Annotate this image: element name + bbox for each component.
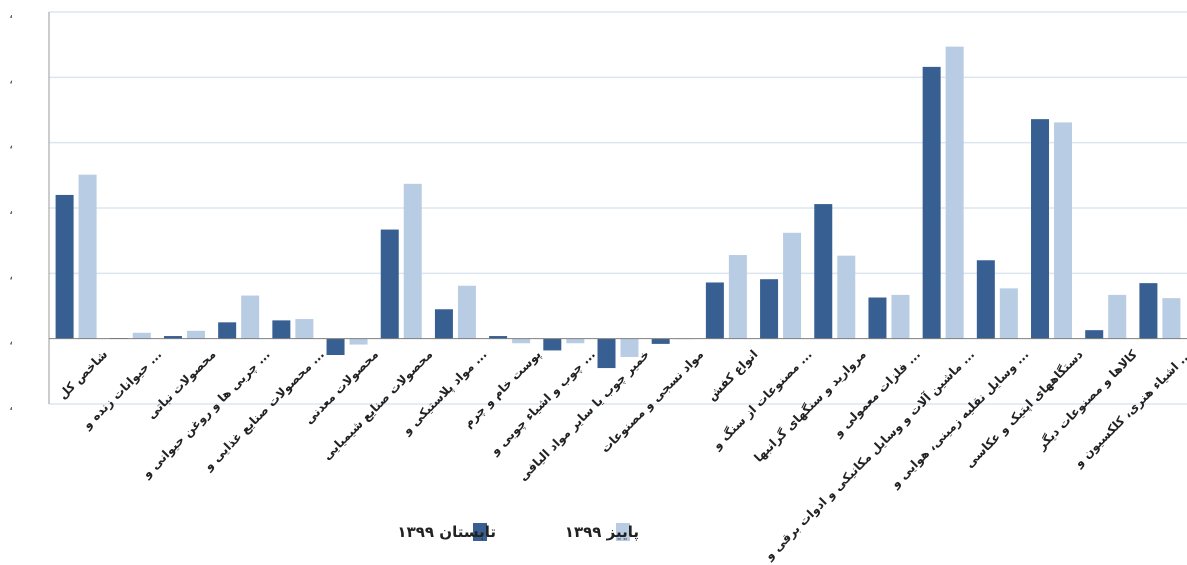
bar-summer-15 [868, 297, 887, 339]
bar-autumn-14 [837, 255, 856, 339]
bar-summer-19 [1085, 330, 1104, 339]
bar-autumn-6 [403, 183, 422, 339]
bar-autumn-3 [241, 295, 260, 339]
category-label: ماشین آلات و وسایل مکانیکی و ادوات برقی … [761, 347, 978, 564]
y-tick-label: ، [9, 72, 13, 86]
bar-summer-4 [272, 320, 291, 339]
bar-autumn-7 [457, 285, 476, 339]
bar-summer-3 [218, 322, 237, 339]
bar-summer-18 [1031, 119, 1050, 339]
bar-summer-12 [705, 282, 724, 339]
bar-autumn-8 [512, 338, 531, 344]
bar-autumn-17 [999, 288, 1018, 339]
bar-summer-9 [543, 338, 562, 351]
grid-lines [49, 11, 1187, 405]
y-tick-label: ، [9, 268, 13, 282]
bar-summer-2 [163, 336, 182, 339]
bar-autumn-2 [186, 330, 205, 339]
y-tick-labels: ، ، ، ، ، ، ، [9, 7, 13, 413]
category-label: چوب و اشیاء چوبی و ... [487, 347, 599, 459]
bar-autumn-18 [1054, 122, 1073, 339]
legend: تابستان ۱۳۹۹ پاییز ۱۳۹۹ [397, 523, 639, 542]
bar-summer-0 [55, 194, 74, 339]
bar-summer-5 [326, 338, 345, 355]
bar-autumn-12 [728, 255, 747, 339]
bar-summer-13 [760, 279, 779, 339]
legend-swatch-summer [473, 523, 487, 541]
bar-summer-17 [976, 260, 995, 339]
bar-autumn-1 [132, 332, 151, 339]
category-label: مروارید و سنگهای گرانبها [751, 347, 869, 465]
bar-summer-6 [380, 229, 399, 339]
y-tick-label: ، [9, 334, 13, 348]
bar-autumn-4 [295, 319, 314, 339]
bar-autumn-10 [620, 338, 639, 357]
bar-autumn-9 [566, 338, 585, 344]
bar-summer-8 [489, 336, 508, 339]
bar-autumn-13 [783, 232, 802, 339]
legend-swatch-autumn [616, 523, 630, 541]
category-label: محصولات صنایع شیمیایی [320, 347, 436, 463]
bar-autumn-20 [1162, 298, 1181, 339]
category-label: کالاها و مصنوعات دیگر [1034, 347, 1141, 454]
bar-autumn-19 [1108, 294, 1127, 339]
category-label: شاخص کل [56, 347, 111, 402]
bar-summer-16 [922, 66, 941, 339]
category-label: مصنوعات از سنگ و ... [709, 347, 815, 453]
bar-summer-11 [651, 338, 670, 344]
y-tick-label: ، [9, 203, 13, 217]
category-label: انواع کفش [704, 347, 761, 404]
bar-autumn-15 [891, 294, 910, 339]
y-tick-label: ، [9, 138, 13, 152]
bar-summer-14 [814, 204, 833, 339]
bars [55, 46, 1181, 369]
bar-autumn-16 [945, 46, 964, 339]
bar-autumn-5 [349, 338, 368, 345]
legend-label-summer: تابستان ۱۳۹۹ [397, 523, 496, 541]
y-tick-label: ، [9, 399, 13, 413]
legend-label-autumn: پاییز ۱۳۹۹ [565, 523, 639, 542]
bar-summer-7 [434, 309, 453, 339]
legend-item-autumn[interactable]: پاییز ۱۳۹۹ [565, 523, 639, 542]
y-tick-label: ، [9, 7, 13, 21]
legend-item-summer[interactable]: تابستان ۱۳۹۹ [397, 523, 496, 541]
bar-summer-10 [597, 338, 616, 369]
bar-autumn-0 [78, 174, 97, 339]
bar-summer-20 [1139, 283, 1158, 339]
